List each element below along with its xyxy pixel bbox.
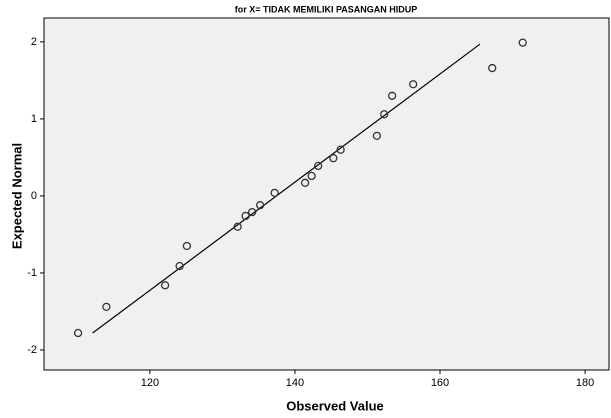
point [372, 131, 382, 140]
y-axis-title: Expected Normal [9, 143, 24, 249]
chart-title: for X= TIDAK MEMILIKI PASANGAN HIDUP [235, 4, 418, 14]
point [175, 261, 184, 271]
point [160, 281, 170, 290]
point [300, 178, 310, 187]
y-tick-label: -2 [27, 344, 37, 356]
point [255, 201, 265, 210]
x-axis-title: Observed Value [286, 398, 384, 413]
point [270, 188, 279, 197]
plot-area [43, 17, 610, 371]
x-tick-label: 160 [431, 377, 449, 389]
point [409, 80, 418, 89]
point [73, 328, 83, 338]
point [329, 154, 338, 163]
point [102, 302, 111, 311]
point [307, 171, 316, 181]
point [518, 38, 527, 47]
point [182, 241, 192, 251]
point [387, 91, 397, 100]
point [233, 222, 242, 231]
x-tick-label: 180 [576, 377, 594, 389]
point [380, 110, 389, 119]
point [488, 63, 497, 73]
reference-line [92, 43, 481, 334]
y-tick-label: -1 [27, 267, 37, 279]
point [241, 211, 250, 221]
x-tick-label: 120 [141, 377, 159, 389]
point [336, 145, 345, 154]
y-tick-label: 0 [31, 190, 37, 202]
point [314, 161, 323, 171]
y-tick-label: 1 [31, 113, 37, 125]
y-tick-label: 2 [31, 36, 37, 48]
x-tick-label: 140 [286, 377, 304, 389]
point [248, 207, 257, 217]
